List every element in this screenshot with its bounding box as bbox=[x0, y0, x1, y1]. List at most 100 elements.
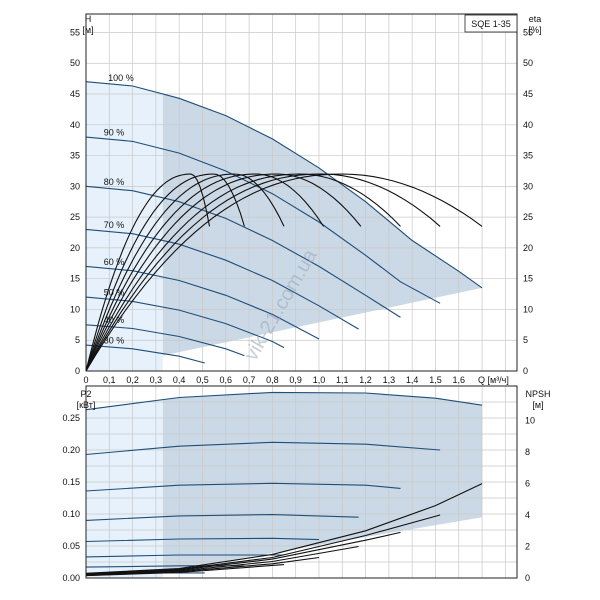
y-tick-label: 5 bbox=[75, 335, 80, 345]
y-axis-unit: [м] bbox=[82, 25, 93, 35]
x-tick-label: 1,4 bbox=[406, 375, 419, 385]
y-tick-label: 0 bbox=[75, 366, 80, 376]
y2-tick-label: 15 bbox=[523, 274, 533, 284]
power-curve-40 bbox=[85, 565, 245, 568]
speed-label: 90 % bbox=[104, 128, 125, 138]
npsh-curve bbox=[85, 514, 441, 575]
x-tick-label: 0,2 bbox=[126, 375, 139, 385]
p2-axis-label: P2 bbox=[80, 389, 91, 399]
efficiency-curve bbox=[85, 173, 362, 372]
efficiency-curve bbox=[85, 173, 245, 372]
y-tick-label: 40 bbox=[70, 120, 80, 130]
y-tick-label: 15 bbox=[70, 274, 80, 284]
efficiency-curve bbox=[85, 173, 401, 372]
speed-label: 70 % bbox=[104, 220, 125, 230]
y2-tick-label: 35 bbox=[523, 151, 533, 161]
x-tick-label: 1,5 bbox=[429, 375, 442, 385]
head-curve-100 bbox=[85, 81, 483, 289]
x-axis-label: Q [м³/ч] bbox=[478, 375, 509, 385]
head-chart: 100 % 90 % 80 % 70 % 60 % 50 % 40 % 30 % 0 0,1 0,… bbox=[70, 13, 542, 385]
x-tick-label: 0,6 bbox=[220, 375, 233, 385]
y-tick-label: 30 bbox=[70, 181, 80, 191]
x-tick-label: 0,8 bbox=[266, 375, 279, 385]
title-box: SQE 1-35 bbox=[464, 14, 518, 33]
x-tick-label: 1,1 bbox=[336, 375, 349, 385]
npsh-tick-label: 6 bbox=[525, 479, 530, 489]
x-tick-label: 0,7 bbox=[243, 375, 256, 385]
x-tick-label: 0,1 bbox=[103, 375, 116, 385]
p2-axis-unit: [кВт] bbox=[77, 400, 96, 410]
p2-tick-label: 0.00 bbox=[62, 573, 80, 583]
speed-label: 100 % bbox=[108, 73, 134, 83]
speed-label: 60 % bbox=[104, 257, 125, 267]
head-curve-30 bbox=[85, 344, 205, 364]
p2-tick-label: 0.25 bbox=[62, 413, 80, 423]
x-tick-label: 0,5 bbox=[196, 375, 209, 385]
speed-label: 40 % bbox=[104, 315, 125, 325]
p2-tick-label: 0.20 bbox=[62, 445, 80, 455]
y2-tick-label: 20 bbox=[523, 243, 533, 253]
y-tick-label: 25 bbox=[70, 212, 80, 222]
npsh-tick-label: 4 bbox=[525, 510, 530, 520]
npsh-axis-label: NPSH bbox=[525, 389, 550, 399]
x-tick-label: 1,6 bbox=[452, 375, 465, 385]
y-tick-label: 20 bbox=[70, 243, 80, 253]
speed-label: 80 % bbox=[104, 177, 125, 187]
p2-tick-label: 0.05 bbox=[62, 541, 80, 551]
npsh-curves bbox=[85, 483, 483, 577]
y2-tick-label: 50 bbox=[523, 58, 533, 68]
speed-label: 50 % bbox=[104, 288, 125, 298]
x-tick-label: 1,3 bbox=[383, 375, 396, 385]
y-tick-label: 45 bbox=[70, 89, 80, 99]
speed-labels: 100 % 90 % 80 % 70 % 60 % 50 % 40 % 30 % bbox=[104, 73, 134, 345]
npsh-tick-label: 0 bbox=[525, 573, 530, 583]
efficiency-curve bbox=[85, 173, 285, 372]
chart-title: SQE 1-35 bbox=[471, 19, 511, 29]
npsh-tick-label: 2 bbox=[525, 542, 530, 552]
y-tick-label: 10 bbox=[70, 304, 80, 314]
npsh-curve bbox=[85, 564, 285, 577]
p2-tick-label: 0.15 bbox=[62, 477, 80, 487]
efficiency-curves bbox=[85, 173, 483, 372]
axis-ticks: 0 0,1 0,2 0,3 0,4 0,5 0,6 0,7 0,8 0,9 1,0 1,1 1,2 1,3… bbox=[70, 27, 533, 385]
npsh-tick-label: 10 bbox=[525, 416, 535, 426]
y-tick-label: 50 bbox=[70, 58, 80, 68]
power-curve-100 bbox=[85, 391, 483, 411]
power-chart: 0.00 0.05 0.10 0.15 0.20 0.25 0 2 4 6 8 10 P2 [кВт]… bbox=[62, 385, 551, 583]
npsh-curve bbox=[85, 483, 483, 574]
grid bbox=[86, 386, 517, 578]
speed-label: 30 % bbox=[104, 335, 125, 345]
npsh-curve bbox=[85, 545, 359, 576]
efficiency-curve bbox=[85, 173, 325, 372]
axis-ticks: 0.00 0.05 0.10 0.15 0.20 0.25 0 2 4 6 8 10 bbox=[62, 413, 535, 583]
plot-frame bbox=[85, 13, 518, 372]
x-tick-label: 0,4 bbox=[173, 375, 186, 385]
y-tick-label: 55 bbox=[70, 27, 80, 37]
y-tick-label: 35 bbox=[70, 151, 80, 161]
npsh-tick-label: 8 bbox=[525, 447, 530, 457]
y2-tick-label: 40 bbox=[523, 120, 533, 130]
y2-tick-label: 30 bbox=[523, 181, 533, 191]
y2-tick-label: 10 bbox=[523, 304, 533, 314]
head-curve-60 bbox=[85, 265, 320, 340]
head-curves bbox=[85, 81, 483, 364]
head-curve-40 bbox=[85, 324, 245, 357]
y2-tick-label: 5 bbox=[523, 335, 528, 345]
y2-tick-label: 55 bbox=[523, 27, 533, 37]
efficiency-curve bbox=[85, 173, 441, 372]
operating-region bbox=[86, 392, 483, 578]
region-mask bbox=[162, 287, 483, 371]
head-curve-80 bbox=[85, 185, 401, 318]
x-tick-label: 0,3 bbox=[150, 375, 163, 385]
x-tick-label: 1,0 bbox=[313, 375, 326, 385]
y2-tick-label: 25 bbox=[523, 212, 533, 222]
grid bbox=[86, 14, 517, 371]
efficiency-curve bbox=[85, 173, 211, 372]
head-curve-70 bbox=[85, 228, 359, 330]
x-tick-label: 0 bbox=[83, 375, 88, 385]
y2-tick-label: 45 bbox=[523, 89, 533, 99]
y2-axis-unit: [%] bbox=[528, 25, 541, 35]
power-curve-50 bbox=[85, 554, 284, 558]
p2-tick-label: 0.10 bbox=[62, 509, 80, 519]
